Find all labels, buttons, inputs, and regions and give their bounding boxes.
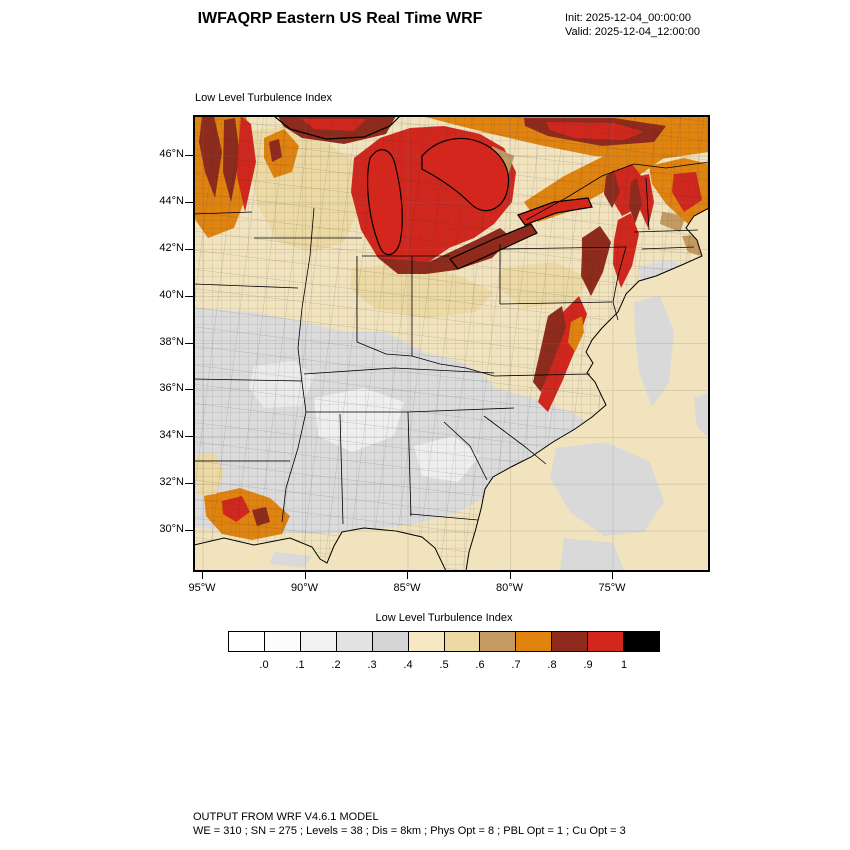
y-axis-label: 36°N [159, 382, 184, 395]
x-axis-tick [612, 571, 613, 579]
y-axis-tick [185, 155, 193, 156]
graticule [194, 116, 709, 571]
colorbar-segment [228, 631, 265, 652]
colorbar-title: Low Level Turbulence Index [375, 612, 513, 624]
init-timestamp: Init: 2025-12-04_00:00:00 [565, 12, 691, 24]
colorbar-boxes [228, 631, 661, 652]
y-axis-tick [185, 436, 193, 438]
colorbar-tick-label: .0 [259, 659, 269, 671]
colorbar-segment [623, 631, 661, 652]
x-axis-label: 80°W [495, 582, 524, 594]
colorbar-segment [551, 631, 589, 652]
colorbar-tick-label: .1 [295, 659, 305, 671]
y-axis-label: 32°N [159, 476, 184, 489]
colorbar-tick-label: .8 [547, 659, 557, 671]
x-axis-label: 90°W [290, 582, 319, 594]
colorbar-tick-label: .9 [583, 659, 593, 671]
x-axis-tick [407, 571, 408, 579]
valid-timestamp: Valid: 2025-12-04_12:00:00 [565, 26, 700, 38]
map-title: Low Level Turbulence Index [195, 92, 332, 104]
map-frame [193, 115, 710, 572]
y-axis-tick [185, 201, 193, 203]
y-axis-label: 44°N [159, 194, 184, 207]
colorbar-segment [407, 631, 445, 652]
y-axis-tick [185, 248, 193, 250]
colorbar-tick-label: .3 [367, 659, 377, 671]
colorbar-segment [587, 631, 625, 652]
x-axis-tick [509, 571, 511, 579]
x-axis-label: 95°W [188, 582, 216, 594]
colorbar-segment [443, 631, 481, 652]
gulf-of-mexico [194, 527, 447, 571]
lake-erie [449, 223, 538, 270]
colorbar-tick-label: .5 [439, 659, 449, 671]
y-axis-tick [185, 295, 193, 297]
y-axis-tick [185, 389, 193, 391]
colorbar-segment [479, 631, 517, 652]
ocean [194, 207, 709, 571]
colorbar-segment [371, 631, 409, 652]
lake-ontario [517, 197, 593, 226]
colorbar-segment [515, 631, 553, 652]
lake-huron [421, 137, 510, 212]
y-axis-label: 42°N [159, 241, 184, 254]
y-axis-label: 30°N [159, 523, 184, 535]
y-axis-label: 46°N [159, 148, 184, 160]
lake-superior-shore [273, 116, 401, 140]
colorbar-tick-label: .6 [475, 659, 485, 671]
y-axis-tick [185, 342, 193, 344]
footer-model-line: OUTPUT FROM WRF V4.6.1 MODEL [193, 811, 379, 823]
x-axis-tick [304, 571, 306, 579]
x-axis-label: 75°W [598, 582, 626, 594]
run-timestamps: Init: 2025-12-04_00:00:00 Valid: 2025-12… [565, 11, 700, 39]
colorbar-tick-label: 1 [620, 659, 628, 671]
lake-michigan [367, 149, 403, 256]
footer: OUTPUT FROM WRF V4.6.1 MODEL WE = 310 ; … [193, 810, 626, 838]
x-axis-tick [202, 571, 203, 579]
y-axis-label: 38°N [159, 335, 184, 348]
footer-config-line: WE = 310 ; SN = 275 ; Levels = 38 ; Dis … [193, 825, 626, 837]
state-borders [194, 161, 709, 525]
y-axis-tick [185, 483, 193, 485]
colorbar-tick-label: .4 [403, 659, 413, 671]
great-lakes [273, 116, 593, 270]
colorbar-segment [335, 631, 373, 652]
colorbar-tick-label: .7 [511, 659, 521, 671]
map-border [194, 116, 709, 571]
colorbar-tick-label: .2 [331, 659, 341, 671]
x-axis-label: 85°W [393, 582, 421, 594]
page-title: IWFAQRP Eastern US Real Time WRF [197, 10, 483, 27]
y-axis-tick [185, 530, 193, 531]
turbulence-map-svg [194, 116, 709, 571]
y-axis-label: 40°N [159, 288, 184, 301]
colorbar-segment [299, 631, 337, 652]
colorbar-segment [263, 631, 301, 652]
y-axis-label: 34°N [159, 429, 184, 442]
